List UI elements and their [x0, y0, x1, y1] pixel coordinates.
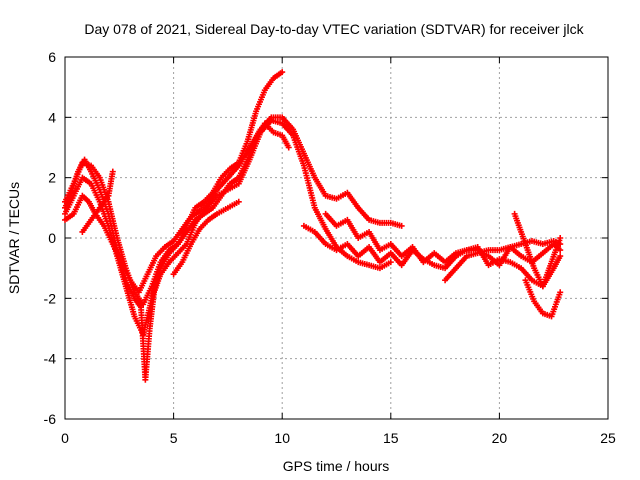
x-tick-label: 25 [600, 430, 616, 446]
data-point [557, 235, 564, 241]
y-tick-label: 2 [48, 170, 56, 186]
x-tick-label: 5 [170, 430, 178, 446]
y-axis-label: SDTVAR / TECUs [6, 182, 22, 294]
data-point [285, 144, 292, 151]
y-tick-label: 6 [48, 49, 56, 65]
data-point [557, 253, 564, 260]
axis-ticks: 0 5 10 15 20 25 -6 -4 -2 0 2 4 6 [44, 49, 616, 446]
data-point [557, 289, 564, 296]
data-point [109, 168, 116, 175]
x-tick-label: 10 [274, 430, 290, 446]
series-track-9 [442, 238, 564, 284]
data-point [387, 259, 394, 266]
data-point [235, 198, 242, 205]
series-track-2 [62, 120, 292, 338]
y-tick-label: 0 [48, 230, 56, 246]
y-tick-label: 4 [48, 109, 56, 125]
chart-title: Day 078 of 2021, Sidereal Day-to-day VTE… [84, 21, 584, 37]
data-series [62, 69, 564, 383]
y-tick-label: -6 [44, 411, 57, 427]
y-tick-label: -4 [44, 351, 57, 367]
x-tick-label: 15 [383, 430, 399, 446]
data-point [279, 69, 286, 76]
series-track-6 [170, 198, 242, 278]
x-axis-label: GPS time / hours [283, 458, 390, 474]
series-track-5 [79, 168, 116, 235]
series-track-10 [511, 210, 564, 290]
series-track-3 [62, 117, 394, 383]
x-tick-label: 0 [61, 430, 69, 446]
series-track-11 [522, 277, 564, 320]
x-tick-label: 20 [492, 430, 508, 446]
y-tick-label: -2 [44, 290, 57, 306]
data-point [398, 222, 405, 229]
